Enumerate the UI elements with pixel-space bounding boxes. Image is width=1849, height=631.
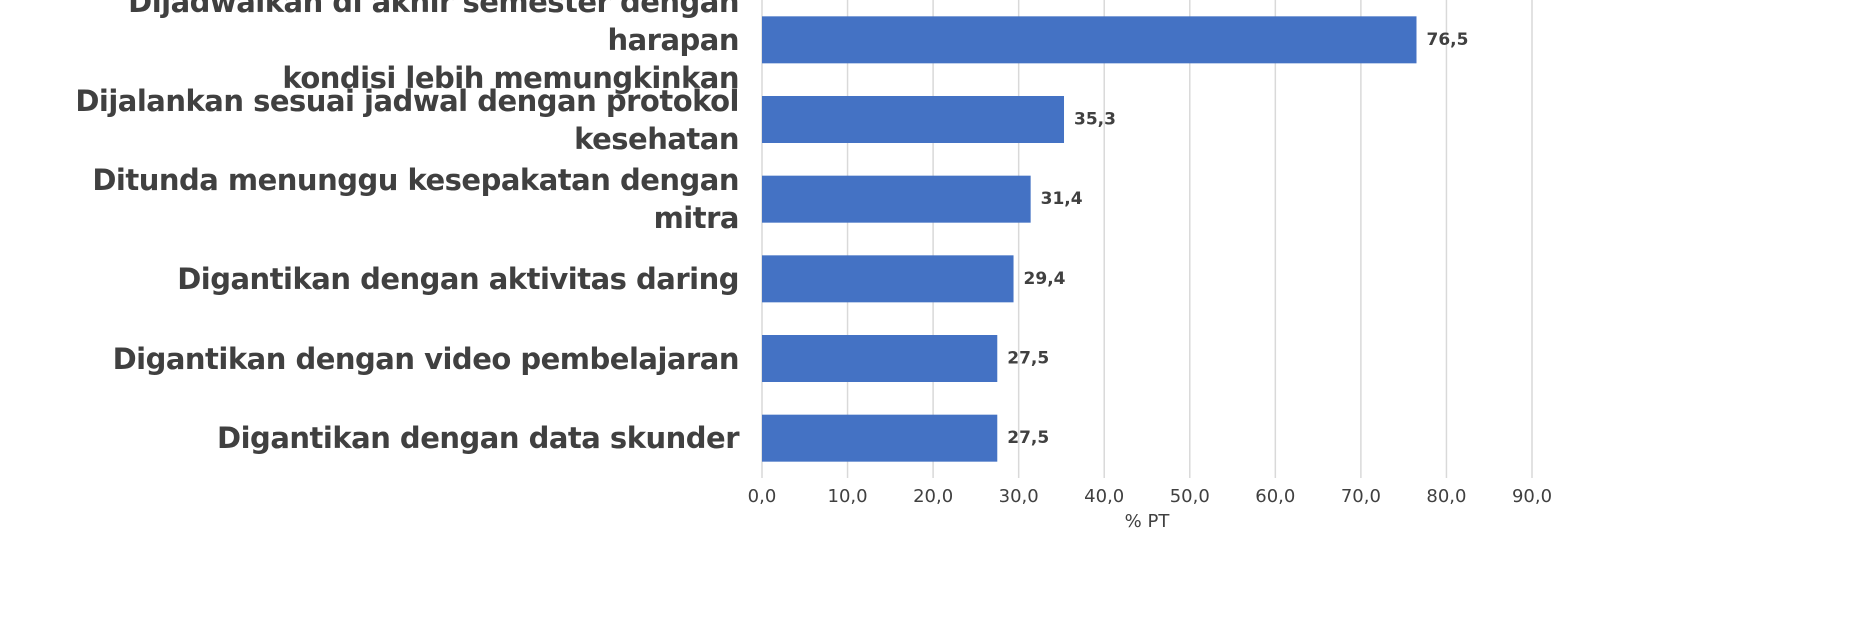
x-tick-label: 80,0: [1426, 486, 1466, 507]
value-label: 27,5: [1007, 349, 1049, 369]
category-label: Digantikan dengan aktivitas daring: [177, 261, 739, 296]
x-tick-label: 60,0: [1255, 486, 1295, 507]
value-label: 35,3: [1074, 110, 1116, 130]
x-tick-label: 20,0: [913, 486, 953, 507]
bar: [762, 414, 998, 462]
x-tick-label: 90,0: [1512, 486, 1552, 507]
x-tick-label: 40,0: [1084, 486, 1124, 507]
x-tick-label: 50,0: [1170, 486, 1210, 507]
x-tick-label: 30,0: [999, 486, 1039, 507]
category-label: Dijalankan sesuai jadwal dengan protokol…: [75, 83, 739, 156]
bar: [762, 335, 998, 382]
category-label: Digantikan dengan data skunder: [217, 421, 739, 456]
x-tick-label: 70,0: [1341, 486, 1381, 507]
value-label: 76,5: [1427, 30, 1469, 50]
category-label: Ditunda menunggu kesepakatan dengan mitr…: [92, 163, 739, 236]
x-tick-label: 0,0: [748, 486, 777, 507]
bar: [762, 96, 1065, 143]
category-label: Digantikan dengan video pembelajaran: [112, 341, 740, 376]
bar: [762, 255, 1014, 303]
bar: [762, 175, 1031, 223]
x-axis-label: % PT: [1125, 511, 1171, 532]
value-label: 29,4: [1024, 269, 1066, 289]
x-tick-label: 10,0: [828, 486, 868, 507]
bar: [762, 16, 1417, 64]
category-label: Dijadwalkan di akhir semester dengan har…: [128, 0, 739, 95]
value-label: 27,5: [1007, 428, 1049, 448]
value-label: 31,4: [1041, 189, 1083, 209]
